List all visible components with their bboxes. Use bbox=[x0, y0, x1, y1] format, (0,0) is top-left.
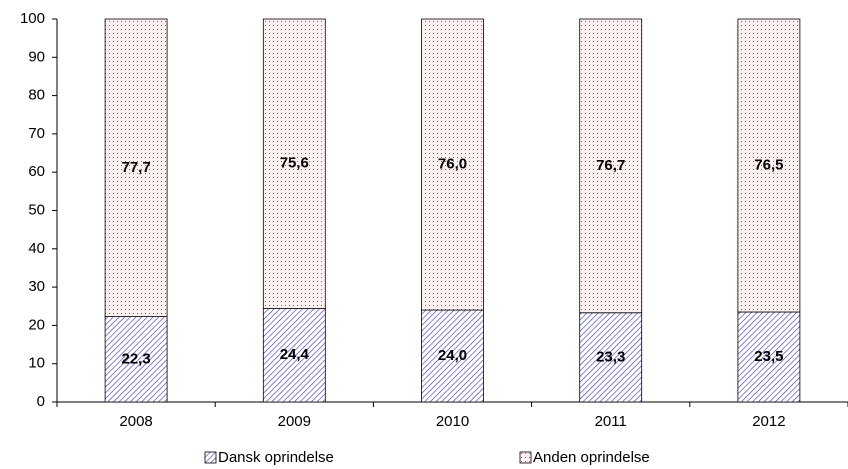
y-tick-label: 90 bbox=[28, 48, 45, 65]
bar-segment bbox=[262, 18, 326, 309]
y-tick-label: 100 bbox=[20, 10, 45, 27]
x-tick-label: 2012 bbox=[752, 413, 785, 430]
bar-segment bbox=[104, 18, 168, 317]
value-label: 77,7 bbox=[121, 159, 150, 176]
y-tick-label: 70 bbox=[28, 125, 45, 142]
y-tick-label: 50 bbox=[28, 201, 45, 218]
x-tick-label: 2011 bbox=[595, 413, 627, 430]
bar-segment bbox=[737, 311, 801, 403]
y-tick-label: 60 bbox=[28, 163, 45, 180]
y-tick-label: 40 bbox=[28, 240, 45, 257]
bar-segment bbox=[737, 18, 801, 313]
y-tick-label: 10 bbox=[28, 355, 45, 372]
bar-segment bbox=[579, 18, 643, 314]
legend-swatch bbox=[519, 451, 532, 464]
y-tick-label: 80 bbox=[28, 87, 45, 104]
y-tick-label: 30 bbox=[28, 278, 45, 295]
x-tick-label: 2010 bbox=[436, 413, 469, 430]
value-label: 76,5 bbox=[754, 156, 783, 173]
y-tick-label: 0 bbox=[37, 393, 45, 410]
legend-swatch bbox=[204, 451, 217, 464]
value-label: 76,0 bbox=[438, 156, 467, 173]
legend-label: Anden oprindelse bbox=[533, 449, 650, 466]
value-label: 75,6 bbox=[280, 155, 309, 172]
x-tick-label: 2009 bbox=[278, 413, 311, 430]
value-label: 22,3 bbox=[121, 350, 150, 367]
value-label: 24,4 bbox=[280, 346, 310, 363]
x-tick-label: 2008 bbox=[119, 413, 152, 430]
bar-segment bbox=[421, 309, 484, 403]
legend-label: Dansk oprindelse bbox=[218, 449, 334, 466]
value-label: 24,0 bbox=[438, 347, 467, 364]
bar-segment bbox=[421, 18, 484, 311]
bar-segment bbox=[579, 312, 643, 403]
value-label: 23,3 bbox=[596, 348, 625, 365]
y-tick-label: 20 bbox=[28, 316, 45, 333]
value-label: 23,5 bbox=[754, 348, 783, 365]
value-label: 76,7 bbox=[596, 157, 625, 174]
